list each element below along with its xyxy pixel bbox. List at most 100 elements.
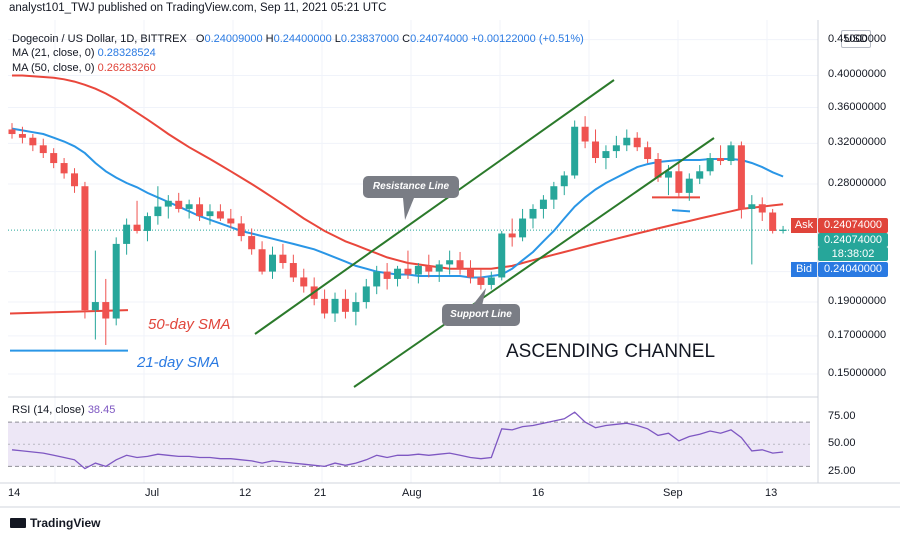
- price-tick-label: 0.28000000: [828, 177, 887, 190]
- ma50-line: [12, 74, 784, 270]
- candle-body: [185, 204, 193, 209]
- candle-body: [216, 211, 224, 219]
- tradingview-footer: TradingView: [10, 516, 100, 530]
- tradingview-logo-icon: [10, 518, 26, 528]
- time-tick-label: Aug: [402, 487, 422, 499]
- candle-body: [446, 260, 454, 265]
- candle-body: [143, 216, 151, 231]
- candle-body: [29, 137, 37, 146]
- candle-body: [487, 277, 495, 285]
- sma21-annotation: 21-day SMA: [137, 354, 220, 371]
- candle-body: [341, 298, 349, 312]
- rsi-line: [11, 411, 784, 470]
- candle-body: [623, 137, 631, 146]
- candle-body: [164, 200, 172, 207]
- ohlc-low-label: L: [334, 33, 341, 45]
- candle-body: [592, 141, 600, 159]
- candle-body: [612, 145, 620, 152]
- price-tick-label: 0.17000000: [828, 328, 887, 341]
- candle-body: [133, 224, 141, 231]
- currency-button[interactable]: USD: [841, 30, 871, 48]
- ma50-label: MA (50, close, 0): [12, 62, 95, 74]
- ohlc-close: 0.24074000: [410, 33, 469, 45]
- ma50-legend: MA (50, close, 0) 0.26283260: [12, 62, 156, 74]
- rsi-pane: [8, 396, 818, 470]
- candle-body: [602, 151, 610, 159]
- candle-body: [383, 271, 391, 279]
- candle-body: [39, 145, 47, 154]
- ohlc-change: +0.00122000 (+0.51%): [471, 33, 584, 45]
- resistance-callout: Resistance Line: [363, 176, 459, 198]
- ma21-legend: MA (21, close, 0) 0.28328524: [12, 47, 156, 59]
- candle-body: [560, 175, 568, 187]
- candle-body: [373, 271, 381, 287]
- annotation-lines: [8, 196, 818, 352]
- candle-body: [206, 211, 214, 217]
- sma50-annotation: 50-day SMA: [148, 316, 231, 333]
- candle-body: [81, 186, 89, 311]
- ma50-value: 0.26283260: [97, 62, 156, 74]
- candle-body: [279, 254, 287, 264]
- candle-body: [352, 302, 360, 312]
- candle-body: [102, 302, 110, 319]
- candle-body: [414, 265, 422, 275]
- candle-body: [748, 204, 756, 209]
- candle-body: [50, 153, 58, 164]
- candle-body: [466, 268, 474, 278]
- ma50-series: [12, 74, 784, 270]
- candle-body: [508, 233, 516, 238]
- candle-body: [71, 173, 79, 187]
- grid: [8, 20, 818, 483]
- price-tick-label: 0.32000000: [828, 136, 887, 149]
- ohlc-close-label: C: [402, 33, 411, 45]
- resistance-callout-pointer: [403, 198, 414, 220]
- ohlc-open-label: O: [195, 33, 205, 45]
- candle-body: [175, 200, 183, 209]
- rsi-value: 38.45: [87, 404, 116, 416]
- candle-body: [696, 171, 704, 179]
- support-callout: Support Line: [442, 304, 520, 326]
- rsi-legend: RSI (14, close) 38.45: [12, 404, 115, 416]
- time-tick-label: 14: [8, 487, 21, 499]
- ohlc-high: 0.24400000: [273, 33, 332, 45]
- ma21-line: [11, 127, 784, 279]
- candle-body: [18, 134, 26, 138]
- candle-body: [196, 204, 204, 217]
- candle-body: [60, 163, 68, 174]
- candle-body: [769, 212, 777, 231]
- rsi-tick-label: 50.00: [828, 437, 856, 450]
- level-line: [671, 209, 691, 213]
- candle-body: [571, 126, 579, 176]
- ask-tag: Ask: [791, 218, 817, 233]
- candle-body: [581, 126, 589, 142]
- time-tick-label: 21: [314, 487, 327, 499]
- countdown-tag: 18:38:02: [818, 247, 888, 261]
- publish-info: analyst101_TWJ published on TradingView.…: [9, 2, 387, 14]
- price-tick-label: 0.40000000: [828, 68, 887, 81]
- candle-body: [550, 186, 558, 200]
- candle-body: [654, 159, 662, 178]
- footer-text: TradingView: [30, 516, 101, 530]
- price-tick-label: 0.19000000: [828, 295, 887, 308]
- candle-body: [685, 178, 693, 193]
- candle-body: [664, 171, 672, 178]
- candle-body: [633, 137, 641, 148]
- candle-body: [112, 243, 120, 319]
- sma50-marker-line: [9, 309, 129, 315]
- time-tick-label: Sep: [663, 487, 683, 499]
- channel-lower-line: [353, 137, 715, 388]
- candle-body: [758, 204, 766, 213]
- ohlc-open: 0.24009000: [204, 33, 263, 45]
- candle-body: [321, 298, 329, 314]
- ma21-label: MA (21, close, 0): [12, 47, 95, 59]
- symbol-legend: Dogecoin / US Dollar, 1D, BITTREX O0.240…: [12, 33, 584, 45]
- candle-body: [248, 236, 256, 250]
- ohlc-low: 0.23837000: [340, 33, 400, 45]
- time-tick-label: Jul: [145, 487, 160, 499]
- price-tick-label: 0.36000000: [828, 100, 887, 113]
- ascending-channel: [254, 79, 715, 388]
- candle-body: [425, 265, 433, 272]
- candle-body: [362, 286, 370, 303]
- rsi-label: RSI (14, close): [12, 404, 85, 416]
